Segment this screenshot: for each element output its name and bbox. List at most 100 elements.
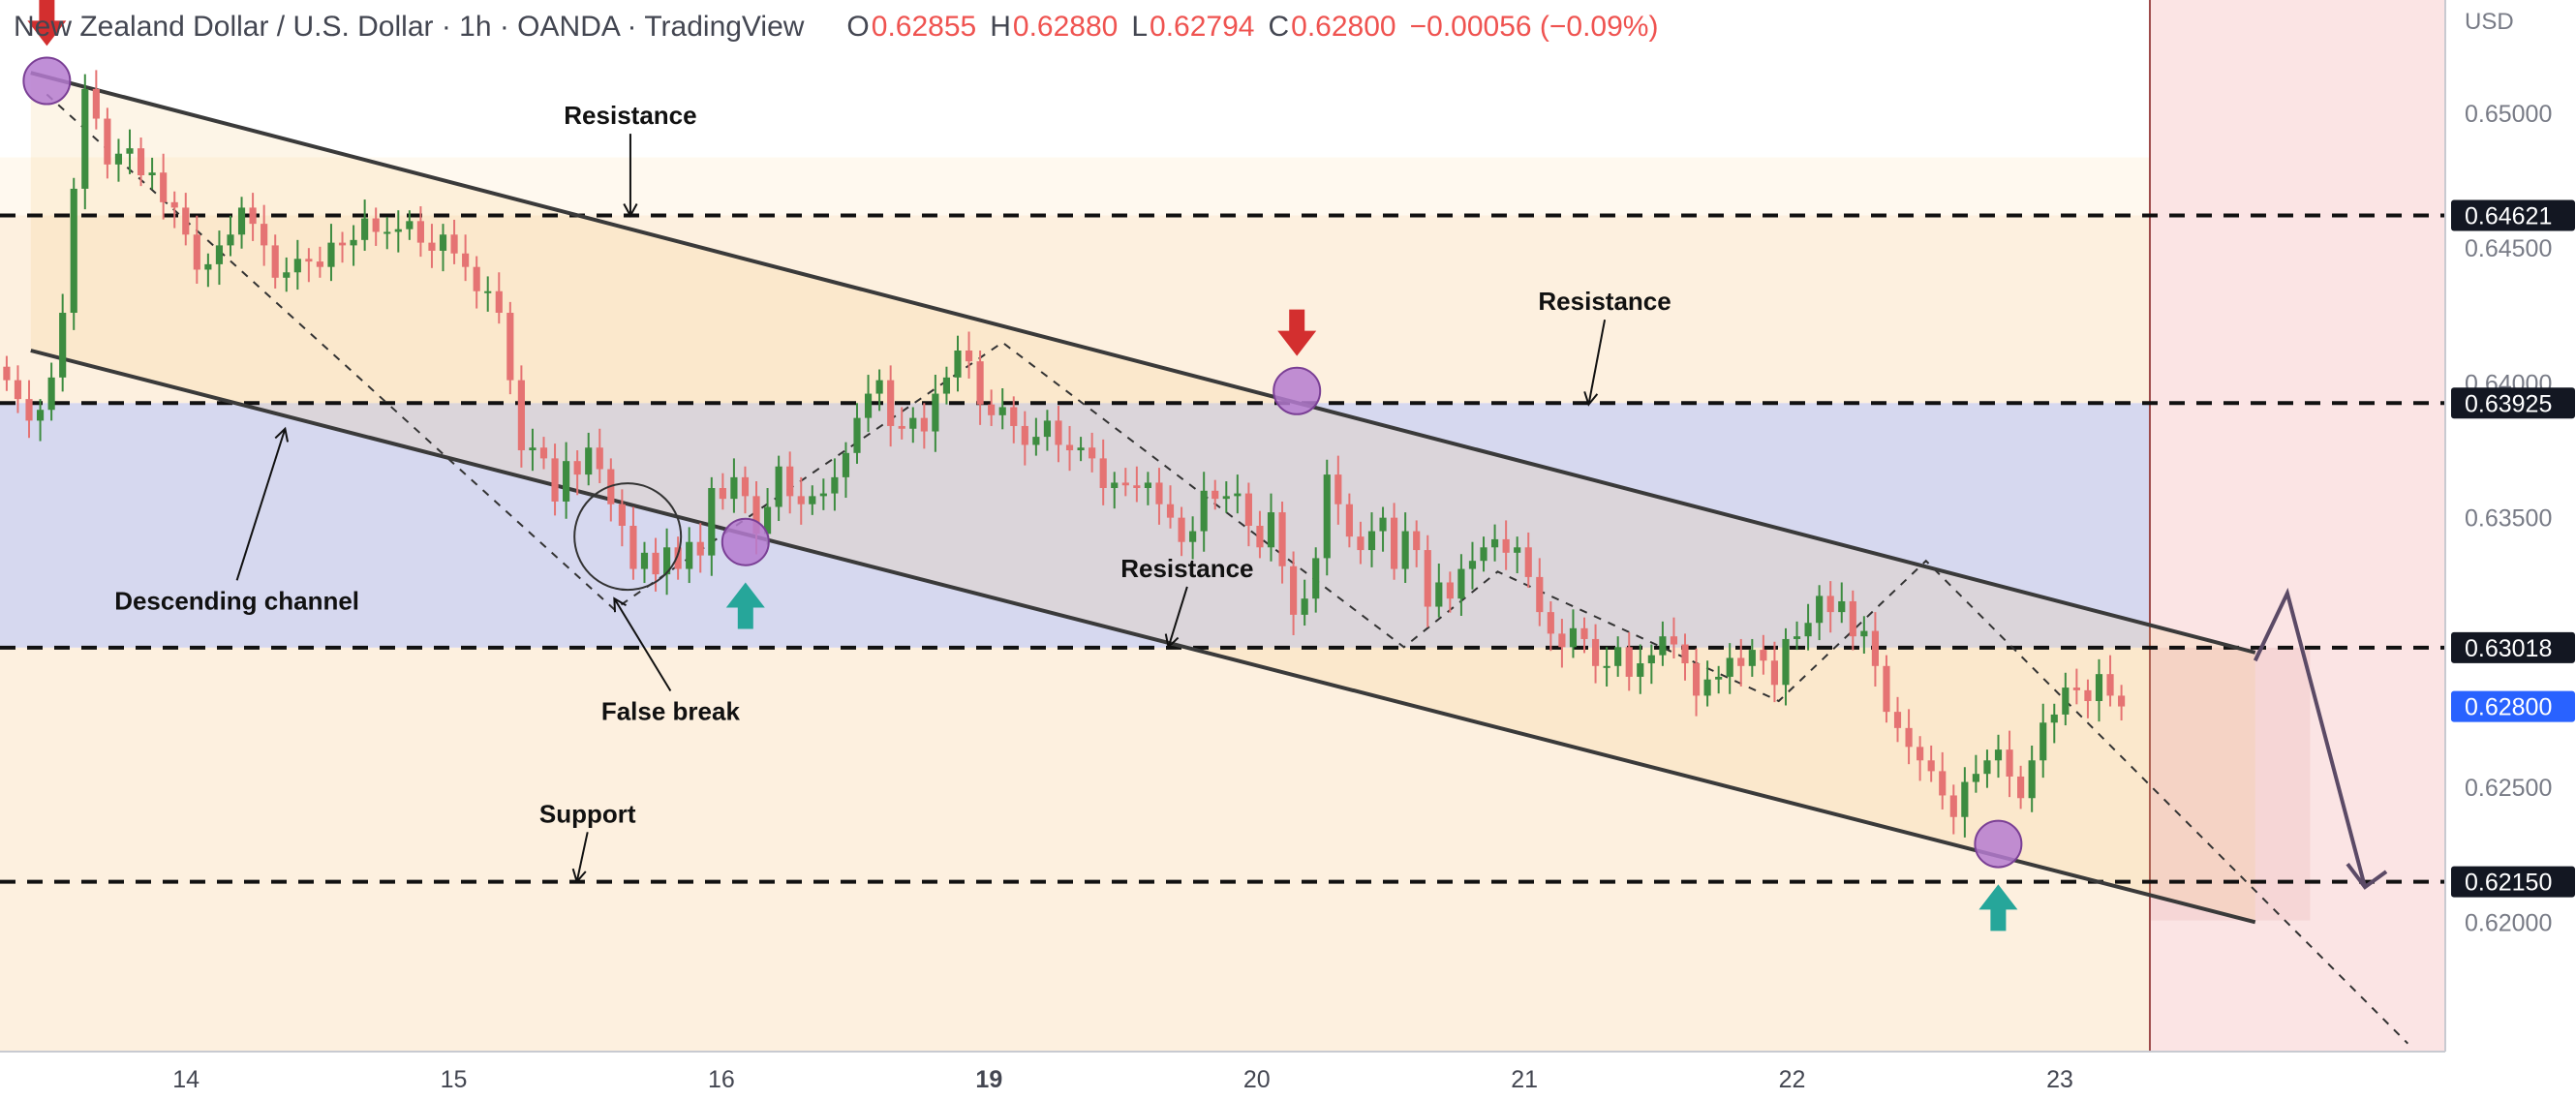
candle [898,407,905,440]
candle-body [1816,596,1824,624]
candle-body [932,393,939,432]
candle-body [1871,630,1879,666]
candle-body [1312,558,1320,599]
candle [160,153,168,220]
annotation-pointer-head [1583,391,1599,407]
candle [1345,493,1353,548]
level-badge-label: 0.64621 [2465,202,2552,229]
candle-body [1939,771,1947,796]
candle-body [752,496,760,535]
candle-body [406,221,414,229]
candle-body [1726,657,1733,677]
candle-body [618,504,626,526]
candle-body [1367,531,1376,551]
candle-body [182,207,190,235]
candle-body [1580,627,1588,639]
candle-body [237,207,246,235]
candle [1647,644,1655,685]
candle [327,224,335,282]
candle [2095,658,2103,722]
level-badge-label: 0.62150 [2465,870,2552,897]
candle [563,442,570,519]
candle [350,225,357,266]
candle [283,257,291,292]
candle [1524,532,1532,589]
candle [484,276,492,312]
candle [719,473,726,510]
touch-circle-0 [22,56,72,106]
candle-body [204,263,212,270]
candle-body [1514,547,1521,553]
candle [14,365,22,413]
candle-body [1490,538,1499,548]
candle-body [261,224,268,246]
candle-body [3,366,11,381]
candle [1883,655,1890,723]
candle-body [809,496,816,504]
candle [215,230,224,286]
candle-body [640,552,649,569]
candle-body [976,361,984,405]
candle [1413,520,1421,567]
candle [1200,472,1208,552]
candles-group [3,70,2126,838]
candle [2062,672,2070,726]
chart-header: New Zealand Dollar / U.S. Dollar · 1h · … [14,8,1658,46]
candle-body [529,447,537,451]
high-label: H [990,11,1011,43]
candle-body [1502,538,1510,553]
candle [741,466,750,514]
candle [450,219,458,264]
candle-body [1021,425,1028,445]
candle [70,177,77,330]
annotation-pointer [575,832,589,882]
candle-body [495,290,503,314]
candle [261,204,268,266]
candle [462,234,470,282]
x-tick-label: 15 [441,1066,468,1093]
candle-body [249,207,257,225]
candle-body [1178,517,1185,542]
candle-body [1290,565,1298,615]
y-tick-label: 0.65000 [2465,101,2552,128]
candle-body [1748,650,1756,666]
candle-body [1446,582,1454,599]
false-break-circle [573,482,683,592]
candle [775,455,782,521]
candle-body [506,313,514,381]
candle [1111,472,1119,509]
candle-body [1256,526,1264,548]
candle-body [563,461,570,502]
candle-body [663,547,671,575]
candle-body [2095,674,2103,701]
resistance-zone-cream [0,215,2150,404]
candle-body [819,493,827,497]
candle-body [114,153,123,165]
candle-body [998,407,1006,415]
candle [25,380,33,439]
candle-body [730,476,738,500]
candle [629,506,637,580]
candle [316,246,324,278]
resistance-zone-blue [0,403,2150,648]
touch-circle-2 [1273,366,1322,415]
candle-body [2084,689,2092,701]
annotation-label: Resistance [564,101,696,130]
candle [596,428,603,484]
candle-body [1949,795,1957,817]
candle-body [1917,747,1924,761]
candle-body [831,476,839,494]
x-tick-label: 16 [708,1066,735,1093]
candle-body [271,245,279,278]
candle [383,217,391,250]
candle-body [1133,485,1141,489]
candle-body [1345,504,1353,537]
candle [305,248,313,283]
candle [730,458,738,513]
candle [864,375,873,433]
candle-body [1334,474,1342,504]
candle-body [517,380,525,451]
candle-body [1089,447,1096,459]
candle-body [126,148,134,154]
